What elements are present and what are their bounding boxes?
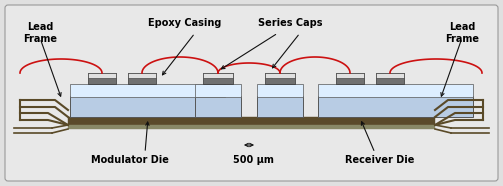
Bar [257, 96, 303, 117]
Bar [203, 73, 233, 78]
Bar [128, 73, 156, 78]
Text: 500 μm: 500 μm [232, 155, 274, 165]
Bar [265, 73, 295, 84]
FancyBboxPatch shape [5, 5, 498, 181]
Bar [318, 96, 473, 117]
Bar [257, 84, 303, 97]
Text: Series Caps: Series Caps [258, 18, 322, 28]
Bar [128, 73, 156, 84]
Text: Lead
Frame: Lead Frame [445, 22, 479, 44]
Bar [265, 73, 295, 78]
Text: Modulator Die: Modulator Die [91, 155, 169, 165]
Bar [203, 73, 233, 84]
Bar [336, 73, 364, 78]
Bar [336, 73, 364, 84]
Bar [376, 73, 404, 78]
Bar [70, 84, 225, 97]
Text: Lead
Frame: Lead Frame [23, 22, 57, 44]
Bar [195, 96, 241, 117]
Bar [68, 125, 435, 129]
Bar [195, 84, 241, 97]
Bar [70, 96, 225, 117]
Text: Receiver Die: Receiver Die [346, 155, 414, 165]
Text: Epoxy Casing: Epoxy Casing [148, 18, 222, 28]
Bar [376, 73, 404, 84]
Bar [88, 73, 116, 84]
Bar [88, 73, 116, 78]
Bar [318, 84, 473, 97]
Bar [68, 117, 435, 125]
